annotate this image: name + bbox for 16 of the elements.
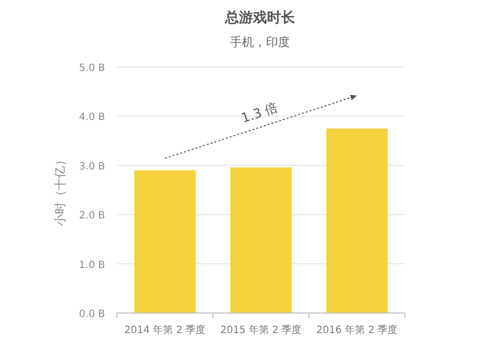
chart-title: 总游戏时长 [224,10,296,26]
y-axis-title: 小时（十亿） [53,154,67,226]
y-tick-label: 1.0 B [79,260,106,271]
x-tick-label: 2014 年第 2 季度 [124,324,206,336]
bar [326,128,388,313]
y-tick-label: 2.0 B [79,210,106,222]
y-tick-label: 4.0 B [79,112,106,124]
bar [230,167,292,313]
chart-subtitle: 手机，印度 [230,35,290,49]
y-tick-label: 3.0 B [79,161,106,172]
x-tick-label: 2015 年第 2 季度 [220,324,302,336]
y-tick-label: 0.0 B [79,309,106,320]
x-tick-label: 2016 年第 2 季度 [316,324,398,336]
annotation: 1.3 倍 [240,100,280,127]
bar [134,170,196,313]
y-tick-label: 5.0 B [79,63,106,74]
